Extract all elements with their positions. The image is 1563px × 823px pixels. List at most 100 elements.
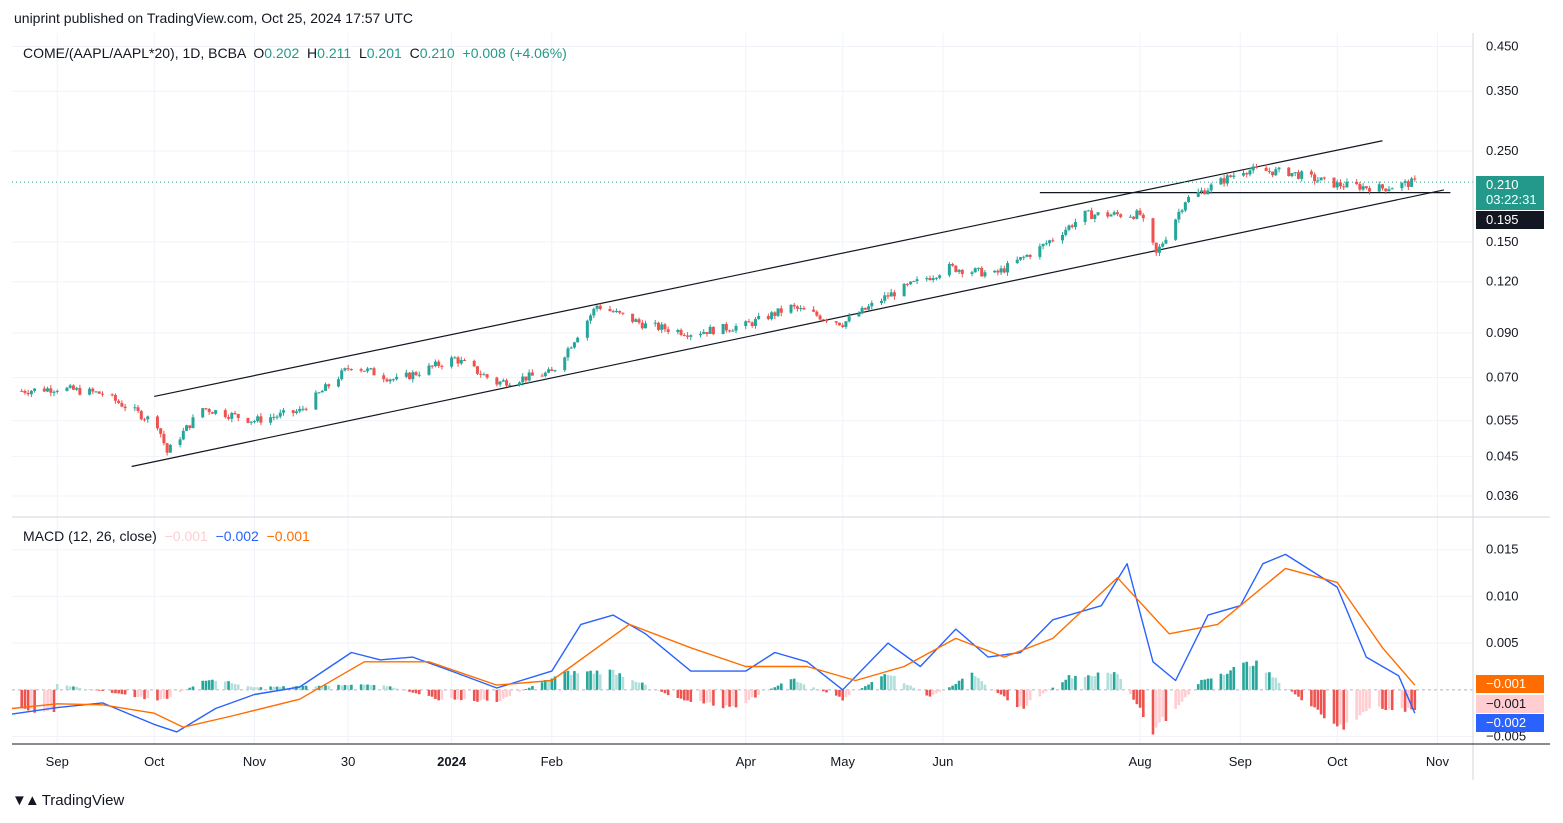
lower-channel: [131, 189, 1445, 468]
candle-body: [931, 278, 935, 281]
histogram-bar: [802, 684, 806, 690]
histogram-bar: [346, 685, 350, 690]
candle-body: [327, 384, 331, 387]
histogram-bar: [101, 689, 104, 691]
candle-body: [52, 391, 56, 393]
time-tick-label: May: [830, 754, 855, 769]
close-value: 0.210: [419, 45, 455, 61]
histogram-bar: [1413, 689, 1417, 710]
time-tick-label: Nov: [1426, 754, 1450, 769]
candle-body: [1316, 180, 1320, 182]
histogram-bar: [1381, 689, 1384, 709]
candle-body: [799, 308, 803, 310]
histogram-bar: [350, 684, 353, 690]
histogram-bar: [615, 674, 618, 690]
candle-body: [1387, 189, 1391, 192]
histogram-bar: [721, 689, 725, 709]
candle-body: [1093, 214, 1097, 219]
candle-body: [802, 308, 806, 310]
histogram-bar: [211, 679, 214, 690]
tradingview-logo-icon[interactable]: ▼▲: [12, 792, 40, 809]
histogram-bar: [993, 689, 996, 691]
histogram-bar: [1345, 689, 1349, 723]
histogram-bar: [1022, 689, 1026, 709]
histogram-bar: [566, 670, 570, 690]
histogram-bar: [637, 682, 641, 690]
histogram-bar: [1365, 689, 1368, 712]
candle-body: [1287, 167, 1291, 177]
candle-body: [925, 278, 929, 280]
brand-name[interactable]: TradingView: [41, 792, 125, 809]
trendlines[interactable]: [12, 140, 1473, 468]
histogram-bar: [553, 676, 557, 690]
histogram-bar: [689, 689, 693, 702]
histogram-bar: [275, 686, 279, 690]
candle-body: [637, 319, 641, 323]
histogram-bar: [440, 689, 444, 700]
candle-body: [1319, 177, 1323, 181]
candle-body: [1073, 222, 1077, 228]
candle-body: [841, 325, 845, 327]
candle-body: [750, 322, 754, 326]
candle-body: [566, 348, 570, 358]
candle-body: [1006, 263, 1010, 273]
candle-body: [1025, 254, 1029, 257]
histogram-bar: [757, 689, 760, 695]
histogram-bar: [72, 686, 75, 690]
candle-body: [1161, 243, 1165, 247]
histogram-bar: [712, 689, 715, 706]
candle-body: [1157, 246, 1161, 253]
candle-body: [983, 272, 987, 277]
candle-body: [495, 377, 499, 385]
candle-body: [23, 390, 27, 393]
candle-body: [1132, 216, 1136, 219]
histogram-bar: [363, 684, 366, 690]
candle-body: [1345, 181, 1349, 188]
candle-body: [779, 308, 783, 313]
candle-body: [275, 416, 279, 418]
histogram-bar: [1028, 689, 1032, 701]
macd-tick-label: 0.015: [1486, 542, 1519, 557]
histogram-bar: [123, 689, 127, 695]
symbol-label[interactable]: COME/(AAPL/AAPL*20), 1D, BCBA: [23, 45, 246, 61]
histogram-bar: [249, 686, 253, 690]
histogram-bar: [779, 683, 783, 690]
candle-body: [385, 379, 389, 382]
publish-info: uniprint published on TradingView.com, O…: [14, 10, 413, 26]
upper-channel: [154, 140, 1383, 398]
histogram-bar: [702, 689, 706, 704]
histogram-bar: [1355, 689, 1358, 720]
histogram-bar: [46, 689, 49, 712]
signal-line: [11, 567, 1416, 728]
candle-body: [728, 330, 732, 332]
histogram-bar: [372, 685, 376, 690]
histogram-bar: [463, 689, 466, 700]
histogram-bar: [75, 686, 78, 690]
histogram-bar: [1041, 689, 1045, 694]
histogram-bar: [1342, 689, 1346, 730]
candle-body: [892, 292, 896, 297]
histogram-bar: [954, 683, 958, 690]
candle-body: [1245, 173, 1249, 175]
histogram-bar: [818, 689, 822, 691]
histogram-bar: [886, 674, 890, 690]
candle-body: [1361, 186, 1365, 190]
histogram-bar: [1271, 677, 1274, 690]
candle-body: [236, 413, 240, 418]
candle-body: [1203, 190, 1207, 195]
candle-body: [679, 329, 683, 335]
macd-title[interactable]: MACD (12, 26, close): [23, 528, 157, 544]
histogram-bar: [1310, 689, 1313, 707]
candle-body: [996, 270, 1000, 273]
candle-body: [753, 319, 757, 326]
candle-body: [1251, 166, 1255, 171]
histogram-bar: [883, 674, 887, 690]
histogram-bar: [204, 680, 208, 690]
candle-body: [317, 392, 321, 394]
time-tick-label: Aug: [1129, 754, 1152, 769]
histogram-bar: [256, 687, 259, 690]
candle-body: [1086, 210, 1090, 212]
candle-body: [776, 308, 780, 316]
candle-body: [663, 324, 667, 330]
